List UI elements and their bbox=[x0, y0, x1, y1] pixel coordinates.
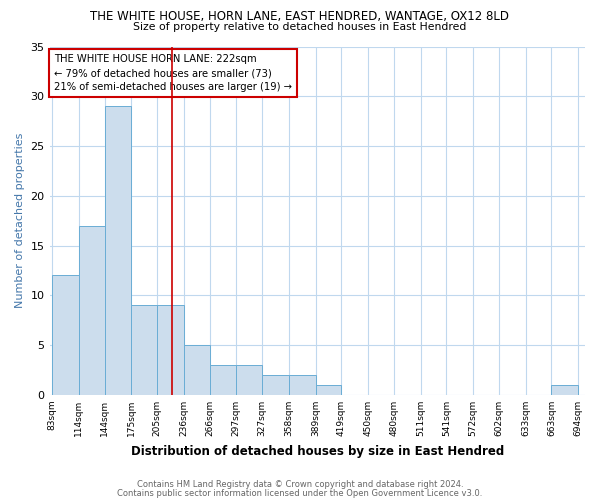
Bar bbox=[289, 375, 316, 395]
Bar bbox=[79, 226, 104, 395]
Text: Contains public sector information licensed under the Open Government Licence v3: Contains public sector information licen… bbox=[118, 488, 482, 498]
Bar bbox=[184, 345, 209, 395]
Bar bbox=[52, 276, 79, 395]
Bar bbox=[262, 375, 289, 395]
Text: Contains HM Land Registry data © Crown copyright and database right 2024.: Contains HM Land Registry data © Crown c… bbox=[137, 480, 463, 489]
Text: THE WHITE HOUSE HORN LANE: 222sqm
← 79% of detached houses are smaller (73)
21% : THE WHITE HOUSE HORN LANE: 222sqm ← 79% … bbox=[54, 54, 292, 92]
Bar bbox=[104, 106, 131, 395]
Text: Size of property relative to detached houses in East Hendred: Size of property relative to detached ho… bbox=[133, 22, 467, 32]
Bar bbox=[236, 365, 262, 395]
Text: THE WHITE HOUSE, HORN LANE, EAST HENDRED, WANTAGE, OX12 8LD: THE WHITE HOUSE, HORN LANE, EAST HENDRED… bbox=[91, 10, 509, 23]
Bar bbox=[157, 306, 184, 395]
Bar bbox=[131, 306, 157, 395]
Bar bbox=[551, 385, 578, 395]
X-axis label: Distribution of detached houses by size in East Hendred: Distribution of detached houses by size … bbox=[131, 444, 504, 458]
Bar bbox=[316, 385, 341, 395]
Bar bbox=[209, 365, 236, 395]
Y-axis label: Number of detached properties: Number of detached properties bbox=[15, 133, 25, 308]
